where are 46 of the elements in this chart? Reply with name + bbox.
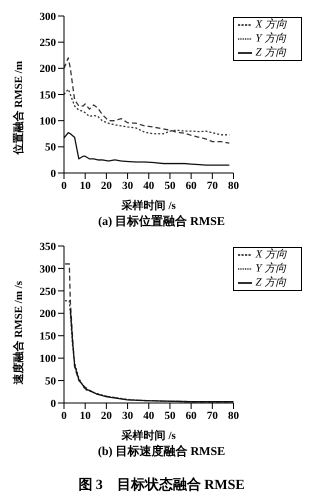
x-tick-label: 10 xyxy=(80,180,92,192)
x-tick-label: 50 xyxy=(164,410,176,422)
caption: 图 3 目标状态融合 RMSE xyxy=(77,476,246,493)
legend-label: Z 方向 xyxy=(256,46,286,59)
y-tick-label: 100 xyxy=(40,353,56,366)
legend-label: Y 方向 xyxy=(256,32,286,45)
legend-label: X 方向 xyxy=(256,18,287,31)
y-axis-title: 位置融合 RMSE /m xyxy=(12,61,25,156)
x-tick-label: 0 xyxy=(61,410,68,422)
x-tick-label: 50 xyxy=(164,180,176,192)
y-tick-label: 0 xyxy=(50,398,56,410)
x-tick-label: 30 xyxy=(122,180,134,192)
y-tick-label: 0 xyxy=(50,168,56,180)
y-tick-label: 50 xyxy=(45,375,56,388)
x-tick-label: 40 xyxy=(143,180,155,192)
y-tick-label: 300 xyxy=(40,10,56,23)
x-tick-label: 80 xyxy=(228,180,240,192)
x-axis-title: 采样时间 /s xyxy=(120,429,177,442)
y-tick-label: 150 xyxy=(40,330,56,343)
y-tick-label: 250 xyxy=(40,286,56,298)
y-tick-label: 250 xyxy=(40,37,56,50)
y-tick-label: 200 xyxy=(40,308,56,320)
x-tick-label: 0 xyxy=(61,180,68,192)
legend-label: Y 方向 xyxy=(256,262,286,275)
y-tick-label: 300 xyxy=(40,263,56,276)
x-tick-label: 10 xyxy=(80,410,92,422)
x-tick-label: 70 xyxy=(206,410,218,422)
x-axis-title: 采样时间 /s xyxy=(120,199,177,212)
text: (b) 目标速度融合 RMSE xyxy=(96,443,226,460)
x-tick-label: 40 xyxy=(143,410,155,422)
x-tick-label: 60 xyxy=(186,180,198,192)
legend-label: X 方向 xyxy=(256,248,287,261)
y-tick-label: 50 xyxy=(45,142,56,154)
x-tick-label: 80 xyxy=(228,410,240,422)
y-tick-label: 100 xyxy=(40,116,56,128)
legend-label: Z 方向 xyxy=(256,276,286,289)
y-axis-title: 速度融合 RMSE /m /s xyxy=(12,280,25,386)
x-tick-label: 20 xyxy=(100,410,112,422)
x-tick-label: 30 xyxy=(122,410,134,422)
x-tick-label: 70 xyxy=(206,180,218,192)
y-tick-label: 200 xyxy=(40,63,56,76)
x-tick-label: 20 xyxy=(100,180,112,192)
x-tick-label: 60 xyxy=(186,410,198,422)
y-tick-label: 350 xyxy=(40,240,56,253)
y-tick-label: 150 xyxy=(40,89,56,102)
text: (a) 目标位置融合 RMSE xyxy=(97,213,226,230)
